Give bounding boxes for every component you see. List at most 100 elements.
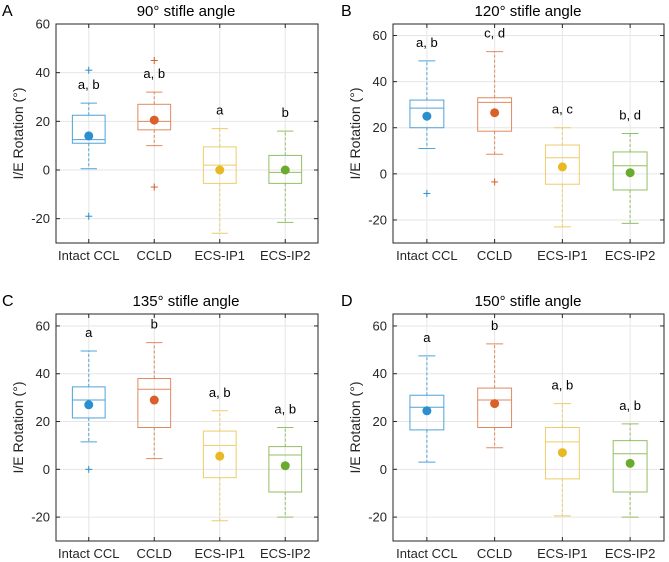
significance-label: a, b	[274, 402, 296, 417]
y-axis-label: I/E Rotation (°)	[10, 88, 26, 180]
y-tick-label: 40	[373, 74, 387, 89]
outlier-marker	[150, 183, 158, 191]
mean-marker	[422, 406, 432, 416]
mean-marker	[84, 400, 94, 410]
iqr-box	[71, 386, 106, 419]
y-tick-label: 60	[373, 28, 387, 43]
iqr-box	[137, 378, 172, 428]
axis-frame	[392, 313, 665, 542]
y-tick-label: 60	[36, 17, 50, 32]
panel-d: -20 0 20 40 60 Intact CCL CCLD ECS-IP1 ECS-IP2 a b…	[341, 293, 665, 561]
box-intact-ccl: a, b	[409, 35, 445, 197]
x-tick-label: ECS-IP2	[260, 546, 311, 561]
mean-marker	[490, 399, 500, 409]
axis-frame	[392, 23, 665, 244]
iqr-box	[409, 394, 445, 431]
mean-marker	[84, 131, 94, 141]
panel-c: -20 0 20 40 60 Intact CCL CCLD ECS-IP1 ECS-IP2 a b…	[2, 293, 319, 561]
y-tick-label: 40	[36, 366, 50, 381]
panel-letter: B	[341, 3, 352, 20]
mean-marker	[557, 162, 567, 172]
y-tick-label: 40	[36, 65, 50, 80]
significance-label: a, b	[552, 378, 574, 393]
outlier-marker	[491, 178, 499, 186]
mean-marker	[625, 168, 635, 178]
box-intact-ccl: a	[409, 330, 445, 463]
panel-a: -20 0 20 40 60 Intact CCL CCLD ECS-IP1 ECS-IP2 a,…	[2, 3, 319, 263]
outlier-marker	[423, 189, 431, 197]
significance-label: b	[491, 318, 498, 333]
box-ccld: c, d	[477, 26, 513, 186]
box-intact-ccl: a	[71, 325, 106, 473]
significance-label: b	[151, 317, 158, 332]
outlier-marker	[85, 465, 93, 473]
mean-marker	[280, 461, 290, 471]
box-ecs-ip1: a, c	[544, 102, 580, 228]
significance-label: a, b	[619, 398, 641, 413]
iqr-box	[268, 446, 303, 493]
box-ecs-ip2: b	[268, 105, 303, 223]
significance-label: a, b	[416, 35, 438, 50]
panel-b: -20 0 20 40 60 Intact CCL CCLD ECS-IP1 ECS-IP2 a,…	[341, 3, 665, 263]
y-tick-label: 0	[43, 163, 50, 178]
iqr-box	[71, 114, 106, 144]
iqr-box	[477, 97, 513, 132]
outlier-marker	[85, 66, 93, 74]
y-tick-label: 0	[43, 462, 50, 477]
mean-marker	[490, 108, 500, 118]
y-tick-label: -20	[368, 510, 387, 525]
x-tick-label: CCLD	[137, 248, 172, 263]
x-tick-label: CCLD	[477, 546, 512, 561]
x-tick-label: CCLD	[137, 546, 172, 561]
x-tick-label: CCLD	[477, 248, 512, 263]
iqr-box	[544, 427, 580, 480]
y-tick-label: 20	[36, 114, 50, 129]
iqr-box	[137, 103, 172, 131]
iqr-box	[268, 154, 303, 184]
significance-label: a, b	[209, 385, 231, 400]
significance-label: b, d	[619, 108, 641, 123]
significance-label: a, b	[143, 66, 165, 81]
x-tick-label: ECS-IP2	[605, 248, 656, 263]
x-tick-label: ECS-IP1	[537, 248, 588, 263]
y-axis-label: I/E Rotation (°)	[347, 382, 363, 474]
mean-marker	[557, 448, 567, 458]
y-tick-label: 20	[36, 414, 50, 429]
chart-title: 150° stifle angle	[475, 293, 582, 310]
box-ecs-ip2: b, d	[612, 108, 648, 224]
iqr-box	[544, 144, 580, 185]
y-tick-label: 40	[373, 366, 387, 381]
significance-label: c, d	[484, 26, 505, 41]
x-tick-label: ECS-IP2	[605, 546, 656, 561]
box-intact-ccl: a, b	[71, 66, 106, 220]
axis-frame	[55, 23, 319, 244]
panel-letter: C	[2, 293, 14, 310]
iqr-box	[477, 387, 513, 428]
mean-marker	[215, 451, 225, 461]
x-tick-label: ECS-IP1	[537, 546, 588, 561]
iqr-box	[409, 99, 445, 129]
outlier-marker	[85, 212, 93, 220]
iqr-box	[202, 430, 237, 479]
significance-label: a, b	[78, 77, 100, 92]
box-ccld: b	[477, 318, 513, 449]
y-tick-label: -20	[368, 212, 387, 227]
mean-marker	[280, 165, 290, 175]
x-tick-label: Intact CCL	[396, 248, 457, 263]
mean-marker	[149, 115, 159, 125]
box-ecs-ip1: a, b	[202, 385, 237, 522]
chart-title: 135° stifle angle	[133, 293, 240, 310]
box-ecs-ip1: a	[202, 103, 237, 234]
panel-letter: A	[2, 3, 13, 20]
outlier-marker	[150, 57, 158, 64]
y-tick-label: 20	[373, 120, 387, 135]
mean-marker	[422, 111, 432, 121]
axis-frame	[55, 313, 319, 542]
y-tick-label: -20	[31, 211, 50, 226]
y-axis-label: I/E Rotation (°)	[347, 88, 363, 180]
x-tick-label: ECS-IP1	[194, 248, 245, 263]
box-ccld: b	[137, 317, 172, 460]
y-tick-label: 0	[380, 462, 387, 477]
mean-marker	[625, 458, 635, 468]
